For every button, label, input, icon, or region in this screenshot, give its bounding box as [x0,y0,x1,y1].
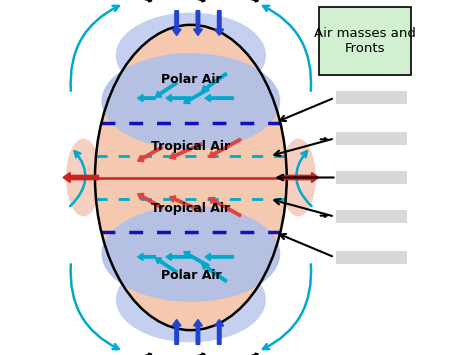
FancyArrow shape [166,94,191,102]
FancyArrow shape [201,263,227,282]
Text: Tropical Air: Tropical Air [151,141,230,153]
Ellipse shape [67,139,100,216]
FancyArrow shape [166,253,191,261]
FancyArrow shape [191,353,205,355]
FancyArrow shape [137,94,155,102]
FancyArrow shape [50,137,57,141]
FancyArrow shape [209,138,241,158]
FancyArrow shape [244,353,258,355]
Ellipse shape [102,54,280,148]
FancyArrow shape [201,73,227,92]
Ellipse shape [117,258,265,342]
FancyArrow shape [137,0,152,2]
FancyArrow shape [172,11,181,36]
FancyArrow shape [170,143,202,159]
Text: Air masses and
Fronts: Air masses and Fronts [314,27,416,55]
Ellipse shape [282,139,315,216]
FancyArrow shape [320,214,328,217]
FancyArrow shape [184,251,209,267]
FancyArrow shape [170,196,202,212]
FancyBboxPatch shape [336,210,407,223]
FancyArrow shape [172,320,181,344]
Ellipse shape [95,25,287,330]
FancyArrow shape [184,88,209,104]
FancyArrow shape [205,94,234,102]
Ellipse shape [117,13,265,97]
FancyArrow shape [209,197,241,217]
Ellipse shape [102,207,280,301]
FancyArrow shape [244,0,258,2]
FancyArrow shape [215,11,224,36]
Ellipse shape [117,13,265,97]
FancyBboxPatch shape [336,251,407,264]
FancyArrow shape [191,0,205,2]
FancyArrow shape [137,353,152,355]
Text: Polar Air: Polar Air [161,269,221,282]
FancyArrow shape [137,193,163,209]
Ellipse shape [131,22,250,89]
FancyArrow shape [283,173,319,182]
FancyArrow shape [205,253,234,261]
FancyArrow shape [320,137,328,141]
FancyArrow shape [215,320,224,344]
FancyBboxPatch shape [336,171,407,184]
FancyArrow shape [155,82,177,97]
FancyArrow shape [137,146,163,162]
Ellipse shape [124,18,258,93]
Text: Tropical Air: Tropical Air [151,202,230,214]
Text: Polar Air: Polar Air [161,73,221,86]
FancyArrow shape [63,173,99,182]
FancyArrow shape [193,320,202,344]
FancyArrow shape [155,258,177,273]
FancyArrow shape [50,214,57,217]
FancyArrow shape [193,11,202,36]
FancyBboxPatch shape [336,132,407,145]
FancyArrow shape [137,253,155,261]
FancyBboxPatch shape [319,7,411,75]
FancyBboxPatch shape [336,91,407,104]
